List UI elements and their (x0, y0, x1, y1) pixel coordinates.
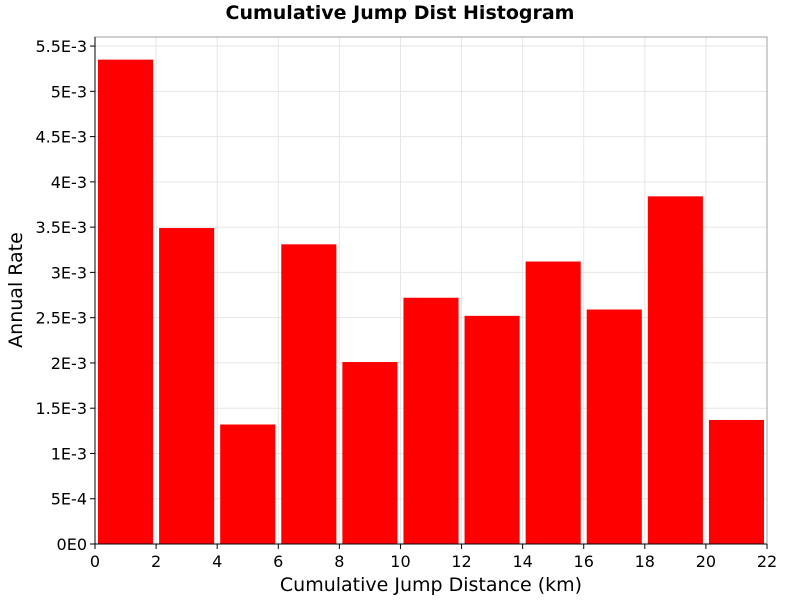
bar (403, 297, 459, 544)
y-tick-label: 5E-4 (51, 490, 87, 509)
x-tick-label: 2 (151, 552, 161, 571)
x-tick-label: 0 (90, 552, 100, 571)
y-tick-label: 4E-3 (51, 173, 87, 192)
bars (98, 59, 764, 545)
x-axis-ticks: 0 2 4 6 8 10 12 14 16 18 20 22 (90, 544, 777, 571)
bar (647, 196, 703, 545)
y-tick-label: 2E-3 (51, 354, 87, 373)
bar (342, 362, 398, 544)
bar (464, 315, 520, 544)
x-tick-label: 4 (212, 552, 222, 571)
y-tick-label: 3.5E-3 (35, 218, 87, 237)
x-tick-label: 14 (512, 552, 532, 571)
x-axis-label: Cumulative Jump Distance (km) (280, 574, 582, 596)
x-tick-label: 8 (334, 552, 344, 571)
x-tick-label: 20 (696, 552, 716, 571)
bar (708, 419, 764, 544)
y-tick-label: 1.5E-3 (35, 399, 87, 418)
chart-title: Cumulative Jump Dist Histogram (225, 2, 575, 24)
x-tick-label: 18 (635, 552, 655, 571)
x-tick-label: 16 (574, 552, 594, 571)
y-tick-label: 5E-3 (51, 82, 87, 101)
x-tick-label: 22 (757, 552, 777, 571)
y-tick-label: 3E-3 (51, 263, 87, 282)
x-tick-label: 10 (390, 552, 410, 571)
bar (220, 424, 276, 544)
bar (525, 261, 581, 544)
bar (159, 228, 215, 545)
bar (281, 244, 337, 544)
x-tick-label: 12 (451, 552, 471, 571)
y-tick-label: 2.5E-3 (35, 309, 87, 328)
bar (98, 59, 154, 544)
bar (586, 309, 642, 544)
y-tick-label: 5.5E-3 (35, 37, 87, 56)
y-tick-label: 1E-3 (51, 444, 87, 463)
y-axis-label: Annual Rate (5, 232, 27, 348)
y-axis-ticks: 0E0 5E-4 1E-3 1.5E-3 2E-3 2.5E-3 3E-3 3.5E-3 4E-… (35, 37, 95, 554)
y-tick-label: 4.5E-3 (35, 128, 87, 147)
y-tick-label: 0E0 (57, 535, 87, 554)
x-tick-label: 6 (273, 552, 283, 571)
